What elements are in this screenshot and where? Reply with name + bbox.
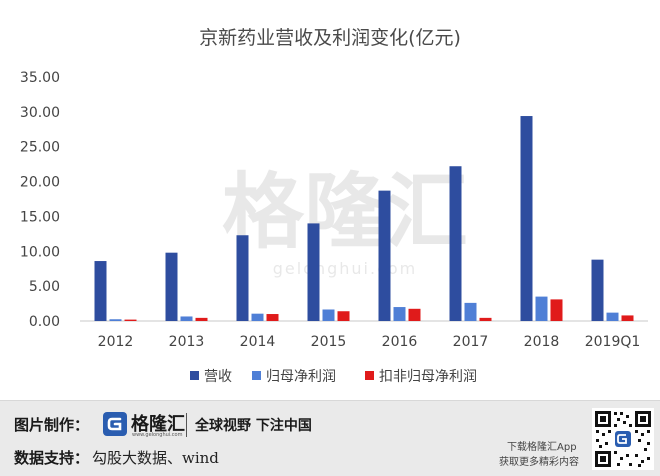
- made-by-label: 图片制作：: [14, 416, 90, 434]
- watermark: 格隆汇 gelonghui.com: [222, 165, 468, 278]
- x-tick-label: 2014: [240, 334, 276, 350]
- bar-adjusted-net-profit: [266, 314, 279, 321]
- bar-adjusted-net-profit: [479, 317, 492, 321]
- bar-revenue: [165, 252, 178, 321]
- data-source-value: 勾股大数据、wind: [92, 449, 219, 467]
- slogan: 全球视野 下注中国: [195, 418, 312, 434]
- y-tick-label: 10.00: [20, 244, 60, 260]
- x-tick-label: 2016: [382, 334, 418, 350]
- y-tick-label: 15.00: [20, 209, 60, 225]
- revenue-profit-chart: 格隆汇 gelonghui.com 京新药业营收及利润变化(亿元) 0.00 5.…: [20, 27, 648, 385]
- x-tick-label: 2012: [98, 334, 134, 350]
- x-tick-label: 2013: [169, 334, 205, 350]
- bar-net-profit: [535, 296, 548, 321]
- bar-adjusted-net-profit: [337, 311, 350, 321]
- bar-revenue: [591, 259, 604, 321]
- bar-revenue: [378, 190, 391, 321]
- legend-swatch-net-profit: [252, 371, 261, 380]
- brand-url: www.gelonghui.com: [132, 432, 183, 438]
- y-axis: 0.00 5.00 10.00 15.00 20.00 25.00 30.00 35.00: [20, 70, 60, 330]
- bar-net-profit: [251, 313, 264, 321]
- legend-swatch-adjusted-net-profit: [365, 371, 374, 380]
- x-axis: 2012 2013 2014 2015 2016 2017 2018 2019Q1: [98, 334, 641, 350]
- bar-adjusted-net-profit: [621, 315, 634, 321]
- bar-revenue: [520, 116, 533, 321]
- y-tick-label: 25.00: [20, 140, 60, 156]
- bar-adjusted-net-profit: [195, 317, 208, 321]
- bar-net-profit: [606, 312, 619, 321]
- legend-label-revenue: 营收: [204, 369, 232, 385]
- y-tick-label: 5.00: [29, 279, 60, 295]
- bar-adjusted-net-profit: [408, 308, 421, 321]
- bar-net-profit: [464, 302, 477, 321]
- data-source-label: 数据支持：: [14, 449, 90, 467]
- bars: [94, 116, 634, 321]
- x-tick-label: 2018: [524, 334, 560, 350]
- bar-revenue: [236, 235, 249, 321]
- bar-revenue: [449, 166, 462, 321]
- x-tick-label: 2015: [311, 334, 347, 350]
- watermark-text: 格隆汇: [222, 165, 468, 260]
- watermark-url: gelonghui.com: [273, 259, 418, 278]
- y-tick-label: 20.00: [20, 175, 60, 191]
- y-tick-label: 30.00: [20, 105, 60, 121]
- bar-revenue: [307, 223, 320, 321]
- legend-label-net-profit: 归母净利润: [266, 368, 336, 385]
- more-text: 获取更多精彩内容: [499, 457, 579, 468]
- chart-area: 格隆汇 gelonghui.com 京新药业营收及利润变化(亿元) 0.00 5.…: [19, 27, 648, 385]
- x-tick-label: 2019Q1: [585, 334, 641, 350]
- legend-label-adjusted-net-profit: 扣非归母净利润: [379, 368, 477, 385]
- footer-divider: [186, 413, 187, 437]
- bar-net-profit: [393, 307, 406, 321]
- bar-revenue: [94, 261, 107, 321]
- legend: 营收 归母净利润 扣非归母净利润: [190, 368, 477, 385]
- bar-adjusted-net-profit: [124, 319, 137, 321]
- brand-name: 格隆汇: [131, 414, 185, 435]
- chart-title: 京新药业营收及利润变化(亿元): [199, 27, 461, 49]
- legend-swatch-revenue: [190, 371, 199, 380]
- bar-net-profit: [180, 316, 193, 321]
- x-tick-label: 2017: [453, 334, 489, 350]
- bar-net-profit: [322, 309, 335, 321]
- bar-adjusted-net-profit: [550, 299, 563, 321]
- qr-code-icon[interactable]: [592, 408, 654, 470]
- y-tick-label: 35.00: [20, 70, 60, 86]
- download-text: 下载格隆汇App: [507, 442, 577, 453]
- footer: 图片制作： 格隆汇 www.gelonghui.com 全球视野 下注中国 数据…: [0, 400, 660, 476]
- bar-net-profit: [109, 319, 122, 321]
- y-tick-label: 0.00: [29, 314, 60, 330]
- brand-logo-icon: [103, 412, 127, 436]
